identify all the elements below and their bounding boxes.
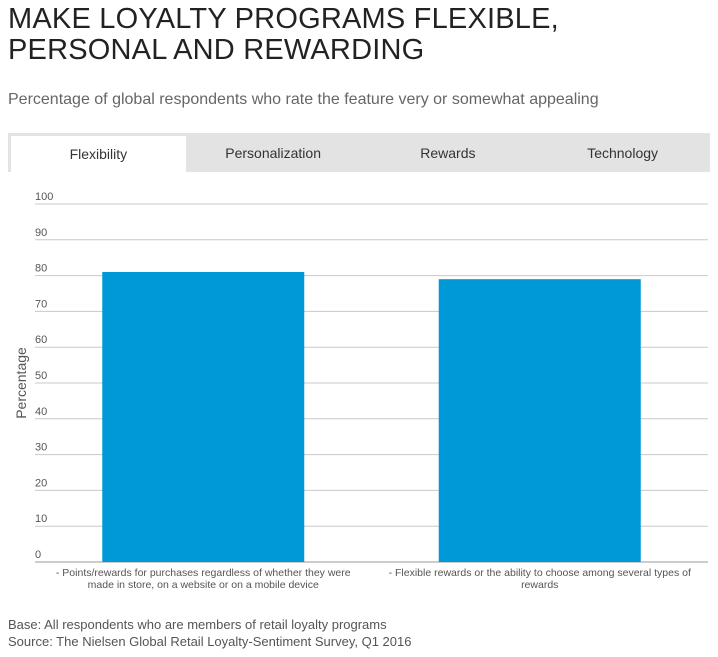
base-note: Base: All respondents who are members of… xyxy=(8,617,387,632)
y-tick-label: 30 xyxy=(35,442,47,454)
source-note: Source: The Nielsen Global Retail Loyalt… xyxy=(8,634,412,649)
y-tick-label: 80 xyxy=(35,263,47,275)
x-category-label: rewards xyxy=(521,579,558,591)
chart-footer: Base: All respondents who are members of… xyxy=(8,616,411,650)
x-category-label: - Points/rewards for purchases regardles… xyxy=(56,567,351,579)
y-tick-label: 60 xyxy=(35,334,47,346)
bar xyxy=(438,279,641,562)
tab-technology[interactable]: Technology xyxy=(587,144,659,161)
chart-title: MAKE LOYALTY PROGRAMS FLEXIBLE, PERSONAL… xyxy=(8,3,559,66)
y-tick-label: 90 xyxy=(35,227,47,239)
y-tick-label: 0 xyxy=(35,549,41,561)
y-tick-label: 70 xyxy=(35,298,47,310)
bar-chart: 0 10 20 30 40 50 60 70 80 90 100 Percentage - Points… xyxy=(13,191,708,591)
y-tick-label: 50 xyxy=(35,370,47,382)
y-tick-label: 40 xyxy=(35,406,47,418)
chart-subtitle: Percentage of global respondents who rat… xyxy=(8,91,599,108)
y-axis-title: Percentage xyxy=(13,347,29,419)
tab-flexibility[interactable]: Flexibility xyxy=(11,133,186,172)
y-tick-label: 100 xyxy=(35,191,53,203)
y-tick-label: 10 xyxy=(35,513,47,525)
tab-personalization[interactable]: Personalization xyxy=(225,144,321,161)
x-category-label: made in store, on a website or on a mobi… xyxy=(88,579,319,591)
bar xyxy=(102,272,305,562)
tab-bar: Flexibility Personalization Rewards Tech… xyxy=(8,133,710,172)
y-tick-label: 20 xyxy=(35,477,47,489)
tab-rewards[interactable]: Rewards xyxy=(420,144,476,161)
x-category-label: - Flexible rewards or the ability to cho… xyxy=(389,567,691,579)
